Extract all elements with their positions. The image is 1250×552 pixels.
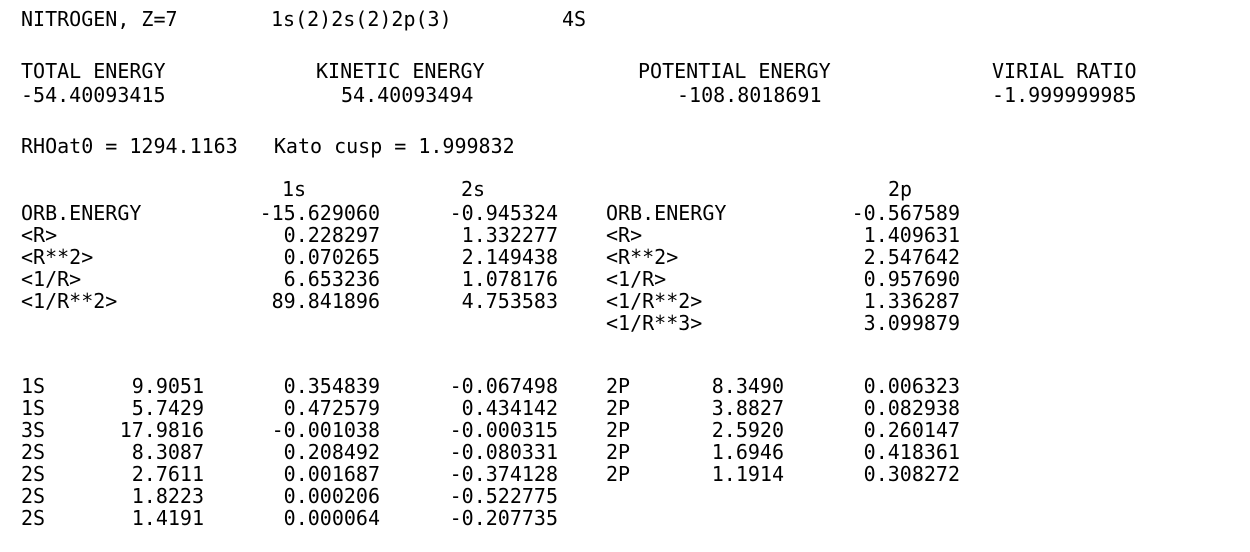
p-basis-exponent: 1.6946 — [711, 440, 784, 464]
s-basis-exponent: 2.7611 — [131, 462, 204, 486]
value-2s: 2.149438 — [461, 245, 558, 269]
total-energy-label: TOTAL ENERGY — [21, 59, 166, 83]
term-symbol: 4S — [562, 7, 587, 31]
kinetic-energy-value: 54.40093494 — [341, 83, 474, 107]
s-basis-coef-1s: 0.472579 — [283, 396, 380, 420]
value-2s: -0.945324 — [449, 201, 558, 225]
p-property-label: <1/R> — [606, 267, 667, 291]
p-basis-exponent: 2.5920 — [711, 418, 784, 442]
total-energy-value: -54.40093415 — [21, 83, 166, 107]
s-basis-coef-1s: 0.354839 — [283, 374, 380, 398]
p-basis-type: 2P — [606, 440, 631, 464]
s-property-label: <R**2> — [21, 245, 94, 269]
s-basis-exponent: 17.9816 — [119, 418, 204, 442]
kinetic-energy-label: KINETIC ENERGY — [316, 59, 485, 83]
s-basis-coef-2s: 0.434142 — [461, 396, 558, 420]
s-basis-coef-1s: -0.001038 — [271, 418, 380, 442]
p-property-label: <R> — [606, 223, 643, 247]
p-basis-type: 2P — [606, 374, 631, 398]
s-basis-coef-1s: 0.000206 — [283, 484, 380, 508]
p-basis-coef-2p: 0.006323 — [863, 374, 960, 398]
potential-energy-value: -108.8018691 — [677, 83, 822, 107]
value-2s: 1.078176 — [461, 267, 558, 291]
p-property-label: <R**2> — [606, 245, 679, 269]
value-2s: 4.753583 — [461, 289, 558, 313]
orbital-header-2s: 2s — [461, 177, 486, 201]
s-basis-exponent: 9.9051 — [131, 374, 204, 398]
s-basis-coef-2s: -0.080331 — [449, 440, 558, 464]
electron-configuration: 1s(2)2s(2)2p(3) — [271, 7, 452, 31]
p-basis-exponent: 3.8827 — [711, 396, 784, 420]
s-basis-type: 2S — [21, 440, 46, 464]
value-2p: 1.336287 — [863, 289, 960, 313]
orbital-header-1s: 1s — [282, 177, 307, 201]
p-basis-type: 2P — [606, 396, 631, 420]
s-basis-exponent: 1.4191 — [131, 506, 204, 530]
p-basis-coef-2p: 0.260147 — [863, 418, 960, 442]
value-1s: -15.629060 — [259, 201, 380, 225]
s-basis-coef-1s: 0.000064 — [283, 506, 380, 530]
s-basis-type: 2S — [21, 462, 46, 486]
p-basis-coef-2p: 0.418361 — [863, 440, 960, 464]
s-basis-type: 1S — [21, 396, 46, 420]
virial-ratio-value: -1.999999985 — [992, 83, 1137, 107]
rho-kato-line: RHOat0 = 1294.1163 Kato cusp = 1.999832 — [21, 134, 515, 158]
p-property-label: <1/R**2> — [606, 289, 703, 313]
s-basis-type: 3S — [21, 418, 46, 442]
p-basis-coef-2p: 0.308272 — [863, 462, 960, 486]
p-basis-type: 2P — [606, 462, 631, 486]
virial-ratio-label: VIRIAL RATIO — [992, 59, 1137, 83]
s-basis-exponent: 5.7429 — [131, 396, 204, 420]
s-basis-coef-2s: -0.522775 — [449, 484, 558, 508]
value-1s: 0.228297 — [283, 223, 380, 247]
p-property-label: ORB.ENERGY — [606, 201, 727, 225]
s-basis-coef-2s: -0.067498 — [449, 374, 558, 398]
value-2p: 0.957690 — [863, 267, 960, 291]
value-2p: 3.099879 — [863, 311, 960, 335]
p-property-label: <1/R**3> — [606, 311, 703, 335]
p-basis-exponent: 1.1914 — [711, 462, 784, 486]
value-2p: -0.567589 — [851, 201, 960, 225]
value-2p: 2.547642 — [863, 245, 960, 269]
value-2s: 1.332277 — [461, 223, 558, 247]
s-basis-coef-2s: -0.000315 — [449, 418, 558, 442]
value-1s: 89.841896 — [271, 289, 380, 313]
s-property-label: <R> — [21, 223, 58, 247]
orbital-header-2p: 2p — [888, 177, 913, 201]
element-label: NITROGEN, Z=7 — [21, 7, 178, 31]
p-basis-coef-2p: 0.082938 — [863, 396, 960, 420]
potential-energy-label: POTENTIAL ENERGY — [638, 59, 831, 83]
s-basis-coef-1s: 0.208492 — [283, 440, 380, 464]
s-basis-exponent: 8.3087 — [131, 440, 204, 464]
s-basis-exponent: 1.8223 — [131, 484, 204, 508]
p-basis-exponent: 8.3490 — [711, 374, 784, 398]
s-basis-coef-2s: -0.207735 — [449, 506, 558, 530]
s-basis-type: 2S — [21, 506, 46, 530]
s-property-label: <1/R> — [21, 267, 82, 291]
value-1s: 6.653236 — [283, 267, 380, 291]
s-basis-coef-1s: 0.001687 — [283, 462, 380, 486]
value-2p: 1.409631 — [863, 223, 960, 247]
s-property-label: ORB.ENERGY — [21, 201, 142, 225]
s-basis-coef-2s: -0.374128 — [449, 462, 558, 486]
s-basis-type: 2S — [21, 484, 46, 508]
p-basis-type: 2P — [606, 418, 631, 442]
value-1s: 0.070265 — [283, 245, 380, 269]
s-basis-type: 1S — [21, 374, 46, 398]
s-property-label: <1/R**2> — [21, 289, 118, 313]
